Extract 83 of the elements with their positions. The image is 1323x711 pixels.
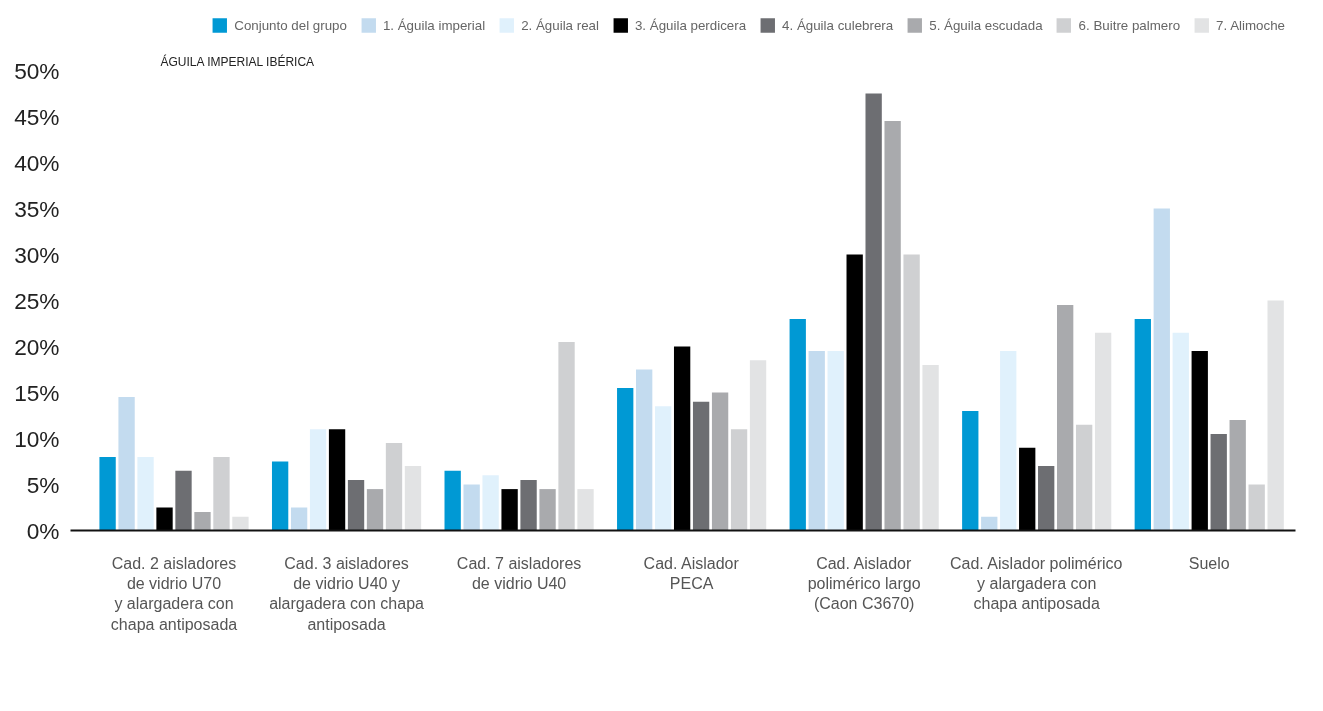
bar — [385, 443, 403, 531]
bar — [1019, 447, 1036, 531]
y-tick-label: 15% — [14, 379, 60, 406]
bar — [673, 346, 691, 531]
bar — [1267, 300, 1284, 531]
y-tick-label: 0% — [26, 517, 60, 544]
bar — [789, 318, 806, 531]
x-tick-label: Cad. Aislador polimérico largo (Caon C3670) — [807, 554, 921, 613]
bar — [730, 429, 748, 531]
legend-label: 3. Águila perdicera — [634, 17, 747, 33]
bar — [1229, 420, 1246, 531]
legend-label: 2. Águila real — [521, 17, 599, 33]
bar — [539, 489, 556, 531]
bar — [692, 401, 710, 531]
bar — [232, 516, 249, 531]
bar — [137, 456, 154, 531]
bar — [501, 489, 518, 531]
y-tick-label: 20% — [14, 333, 60, 360]
legend-label: 1. Águila imperial — [382, 17, 486, 33]
bar — [577, 489, 594, 531]
y-tick-label: 35% — [14, 195, 60, 222]
bar — [1057, 305, 1074, 531]
bar — [1210, 433, 1227, 531]
bar — [1094, 332, 1112, 531]
y-tick-label: 45% — [14, 103, 60, 130]
bar — [1191, 351, 1208, 531]
bar — [366, 489, 384, 531]
bar — [1248, 484, 1265, 531]
bar — [1075, 424, 1093, 531]
bar — [118, 397, 135, 531]
legend-label: 4. Águila culebrera — [782, 17, 894, 33]
bar — [865, 93, 882, 531]
x-tick-label: Cad. Aislador polimérico y alargadera con chapa antiposada — [949, 554, 1123, 613]
bar — [347, 479, 365, 531]
bar — [290, 507, 308, 531]
bar — [99, 456, 116, 531]
bar — [903, 254, 920, 531]
bar — [1000, 351, 1017, 531]
bar — [827, 351, 844, 531]
bar — [962, 410, 979, 531]
legend-label: 7. Alimoche — [1216, 17, 1285, 33]
bar — [884, 121, 901, 531]
x-tick-label: Cad. 2 aisladores de vidrio U70 y alargadera con chapa antiposada — [110, 554, 238, 633]
bar — [1153, 208, 1170, 531]
bar — [404, 466, 422, 531]
legend-label: Conjunto del grupo — [234, 17, 347, 33]
bar — [444, 470, 461, 531]
bar — [1038, 466, 1055, 531]
bar — [1134, 318, 1151, 531]
bar — [636, 369, 653, 531]
bar — [463, 484, 480, 531]
bar — [846, 254, 863, 531]
bar — [194, 512, 211, 531]
x-tick-label: Cad. 3 aisladores de vidrio U40 y alargadera con chapa antiposada — [269, 554, 425, 633]
bar — [328, 429, 346, 531]
y-tick-label: 40% — [14, 149, 60, 176]
y-tick-label: 30% — [14, 241, 60, 268]
y-tick-label: 5% — [26, 471, 60, 498]
bar — [558, 341, 575, 531]
bar — [271, 461, 289, 531]
legend-label: 5. Águila escudada — [929, 17, 1043, 33]
y-tick-label: 50% — [14, 57, 60, 84]
chart-title: ÁGUILA IMPERIAL IBÉRICA — [160, 53, 315, 69]
bar — [175, 470, 192, 531]
bar — [617, 387, 634, 531]
bar — [156, 507, 173, 531]
bar — [655, 406, 672, 531]
bar — [309, 429, 327, 531]
bar — [711, 392, 729, 531]
y-tick-label: 25% — [14, 287, 60, 314]
bar — [922, 364, 939, 531]
bar — [1172, 332, 1189, 531]
legend-label: 6. Buitre palmero — [1078, 17, 1181, 33]
x-tick-label: Suelo — [1188, 554, 1230, 572]
bar — [213, 456, 230, 531]
bar — [482, 475, 499, 531]
bar — [749, 360, 767, 531]
y-tick-label: 10% — [14, 425, 60, 452]
x-tick-label: Cad. Aislador PECA — [643, 554, 740, 592]
bar — [808, 351, 825, 531]
bar — [981, 516, 998, 531]
bar — [520, 479, 537, 531]
x-tick-label: Cad. 7 aisladores de vidrio U40 — [456, 554, 582, 592]
